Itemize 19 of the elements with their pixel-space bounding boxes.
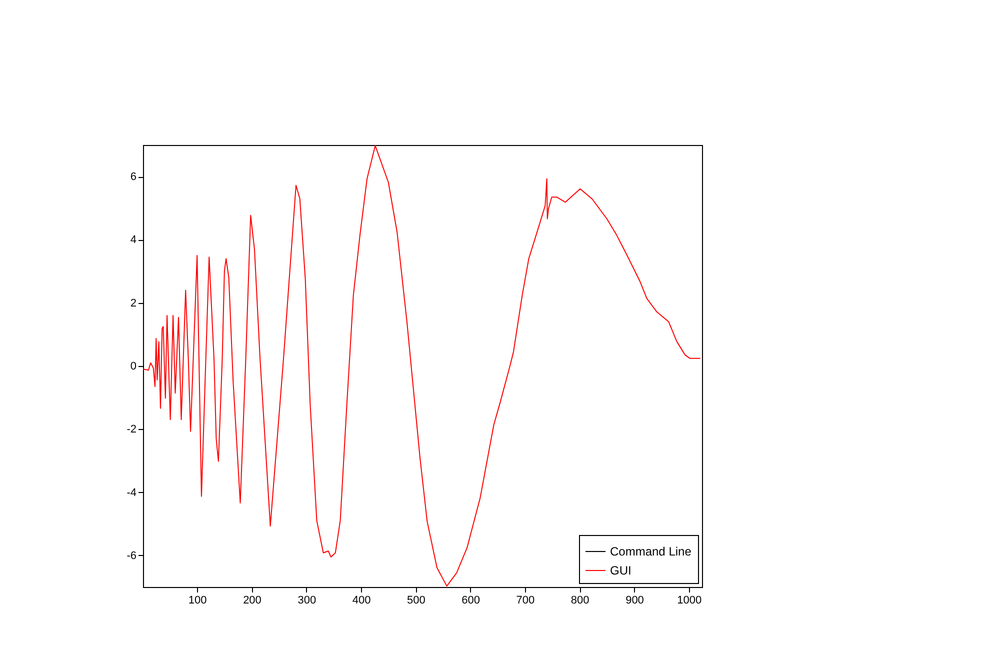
x-tick-label: 1000 [677, 594, 702, 606]
x-tick-label: 700 [516, 594, 535, 606]
x-tick-label: 200 [243, 594, 262, 606]
legend-label: Command Line [610, 544, 692, 558]
x-tick-label: 600 [462, 594, 480, 606]
y-tick-label: 4 [130, 234, 136, 246]
y-tick-label: 2 [130, 297, 136, 310]
x-tick-label: 400 [352, 594, 371, 606]
x-tick-label: 900 [626, 594, 644, 606]
legend-label: GUI [610, 564, 632, 578]
y-tick-label: 0 [130, 360, 136, 372]
y-tick-label: 6 [130, 171, 136, 184]
x-tick-label: 300 [298, 594, 316, 606]
y-tick-label: -6 [126, 550, 136, 562]
y-tick-label: -2 [126, 424, 136, 436]
y-tick-label: -4 [126, 486, 136, 499]
x-tick-label: 500 [406, 594, 426, 606]
x-tick-label: 800 [570, 594, 590, 606]
x-tick-label: 100 [188, 594, 207, 606]
